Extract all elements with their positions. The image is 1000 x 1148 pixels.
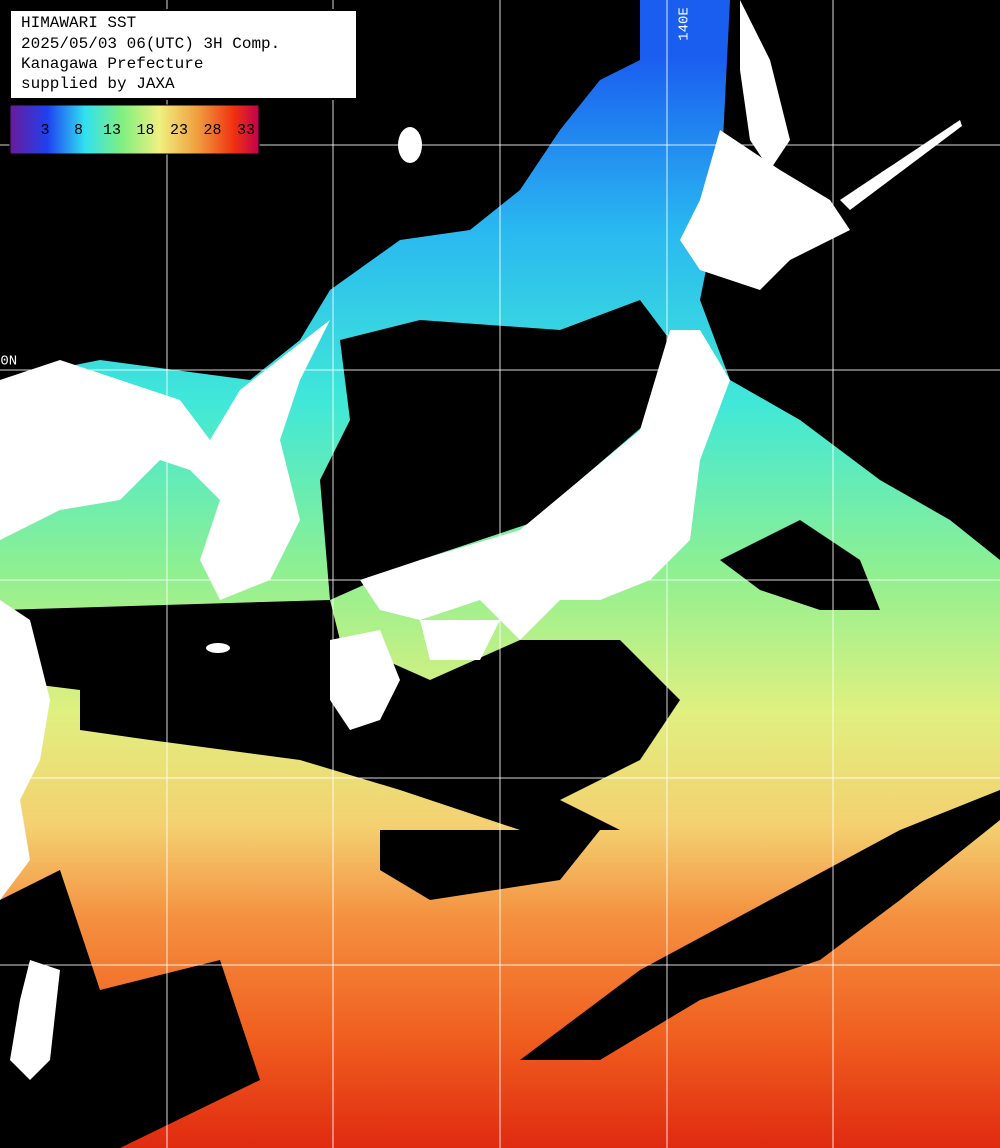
header-box: HIMAWARI SST 2025/05/03 06(UTC) 3H Comp.…: [9, 9, 358, 100]
header-line: Kanagawa Prefecture: [21, 55, 203, 73]
colorbar-label: 33: [237, 122, 255, 139]
lat-label: 30N: [0, 761, 17, 777]
colorbar-label: 18: [136, 122, 154, 139]
header-line: HIMAWARI SST: [21, 14, 136, 32]
header-line: supplied by JAXA: [21, 75, 175, 93]
lat-label: 40N: [0, 354, 17, 370]
colorbar-label: 3: [40, 122, 49, 139]
colorbar: 3 8 13 18 23 28 33: [9, 104, 260, 155]
header-line: 2025/05/03 06(UTC) 3H Comp.: [21, 35, 280, 53]
colorbar-label: 13: [103, 122, 121, 139]
colorbar-label: 23: [170, 122, 188, 139]
lon-label: 140E: [677, 7, 693, 41]
colorbar-label: 28: [203, 122, 221, 139]
colorbar-label: 8: [74, 122, 83, 139]
land: [0, 0, 962, 1080]
